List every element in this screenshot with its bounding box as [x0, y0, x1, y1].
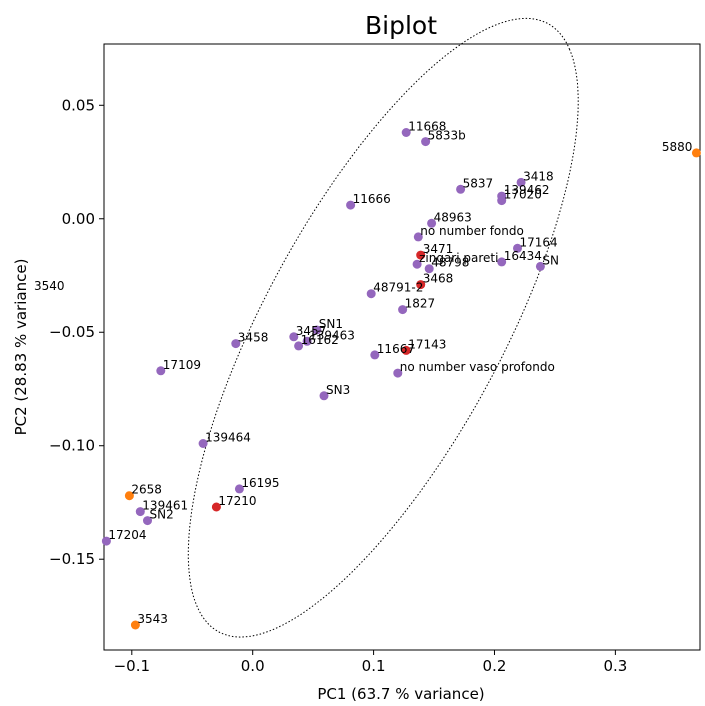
data-point — [497, 196, 507, 206]
y-axis-ticks: −0.15 −0.10 −0.05 0.00 0.05 — [49, 96, 104, 568]
data-point-label: SN1 — [319, 317, 343, 331]
data-point-label: 17143 — [408, 337, 446, 351]
data-point-label: 139462 — [504, 183, 550, 197]
data-point — [535, 261, 545, 271]
data-point-label: 11667 — [377, 342, 415, 356]
data-point-label: 16195 — [241, 476, 279, 490]
data-point-label: zingari pareti — [419, 251, 498, 265]
data-point — [366, 289, 376, 299]
x-tick-label: 0.0 — [241, 657, 265, 675]
data-point — [289, 332, 299, 342]
data-point-label: 5880 — [662, 140, 693, 154]
data-point-label: 3471 — [423, 242, 454, 256]
data-point-label: 17109 — [163, 358, 201, 372]
data-point-label: 16434 — [504, 249, 542, 263]
data-point-label: SN3 — [326, 383, 350, 397]
data-point — [211, 502, 221, 512]
data-point — [370, 350, 380, 360]
confidence-ellipse-layer — [187, 17, 579, 638]
x-tick-label: 0.1 — [362, 657, 386, 675]
x-axis-label: PC1 (63.7 % variance) — [317, 685, 484, 703]
x-tick-label: 0.3 — [603, 657, 627, 675]
data-point — [130, 620, 140, 630]
data-point-label: 3418 — [523, 169, 554, 183]
data-point-label: 48798 — [431, 256, 469, 270]
data-point-label: 17020 — [504, 188, 542, 202]
data-point — [412, 259, 422, 269]
data-point-label: 139464 — [205, 431, 251, 445]
data-point — [456, 184, 466, 194]
data-point — [413, 232, 423, 242]
data-point — [421, 137, 431, 147]
y-tick-label: −0.10 — [49, 437, 95, 455]
data-point — [312, 325, 322, 335]
data-point — [124, 491, 134, 501]
data-point — [302, 336, 312, 346]
data-point — [231, 339, 241, 349]
data-point-label: 48963 — [434, 210, 472, 224]
data-point — [319, 391, 329, 401]
data-point — [143, 516, 152, 526]
plot-area-frame — [103, 43, 701, 651]
y-tick-label: −0.05 — [49, 323, 95, 341]
data-point — [401, 128, 411, 137]
data-point — [424, 264, 434, 274]
data-point-label: 17204 — [108, 528, 146, 542]
data-point-label: 11666 — [353, 192, 391, 206]
data-point-label: 5837 — [463, 176, 494, 190]
data-point — [393, 368, 403, 378]
data-point — [513, 243, 522, 253]
data-point-label: 48791-2 — [373, 281, 423, 295]
data-point — [416, 250, 426, 260]
data-point-label: 11668 — [408, 120, 446, 134]
data-point-label: 17164 — [520, 235, 558, 249]
data-point-label: 1827 — [405, 297, 436, 311]
data-point — [401, 345, 411, 355]
data-point — [234, 484, 244, 494]
data-point — [497, 257, 507, 267]
data-point — [156, 366, 166, 376]
data-point-label: no number fondo — [420, 224, 524, 238]
data-point — [346, 200, 356, 210]
data-point-label: SN — [542, 253, 559, 267]
x-axis-ticks: −0.1 0.0 0.1 0.2 0.3 — [114, 650, 627, 675]
data-point — [416, 280, 426, 290]
data-point — [691, 148, 701, 158]
data-point — [516, 177, 526, 187]
data-point — [198, 439, 208, 448]
data-point-label: 3468 — [423, 272, 454, 286]
data-point-label: no number vaso profondo — [400, 360, 555, 374]
data-point-label: 139463 — [309, 328, 355, 342]
data-point-label: 16162 — [301, 333, 339, 347]
data-point-label: 3458 — [238, 331, 269, 345]
y-axis-label: PC2 (28.83 % variance) — [12, 259, 30, 436]
data-point-label: 3543 — [137, 612, 168, 626]
data-point-label: SN2 — [150, 508, 174, 522]
confidence-ellipse — [187, 17, 579, 638]
data-point-label: 3457 — [296, 324, 327, 338]
data-point-label: 17210 — [218, 494, 256, 508]
data-point-label: 139461 — [142, 499, 188, 513]
data-point-label: 5833b — [428, 129, 466, 143]
data-point — [101, 536, 111, 546]
y-tick-label: 0.00 — [62, 210, 95, 228]
data-point — [427, 218, 437, 228]
data-point — [294, 341, 304, 351]
data-point — [135, 507, 145, 517]
y-tick-label: 0.05 — [62, 96, 95, 114]
y-tick-label: −0.15 — [49, 550, 95, 568]
chart-title: Biplot — [365, 11, 437, 40]
scatter-points — [101, 128, 701, 630]
outside-annotation: 3540 — [34, 279, 65, 293]
x-tick-label: −0.1 — [114, 657, 150, 675]
data-point-label: 2658 — [131, 483, 162, 497]
data-point — [398, 305, 408, 315]
x-tick-label: 0.2 — [483, 657, 507, 675]
